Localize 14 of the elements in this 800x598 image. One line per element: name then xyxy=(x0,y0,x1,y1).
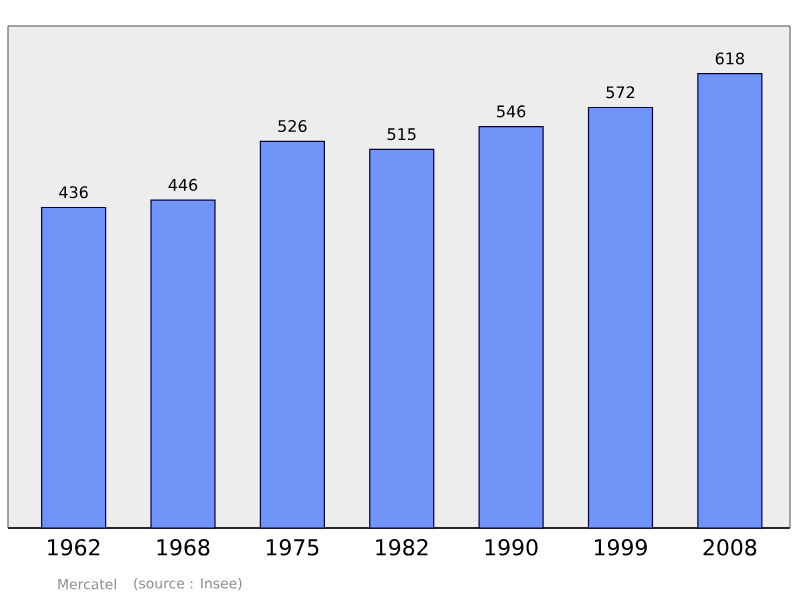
bar xyxy=(41,206,107,529)
x-tick-label: 1982 xyxy=(376,539,428,556)
bar xyxy=(150,199,216,529)
bar xyxy=(697,73,763,529)
bar xyxy=(369,148,435,529)
x-tick-label: 1990 xyxy=(485,539,538,556)
x-tick-label: 1975 xyxy=(266,539,319,556)
bar xyxy=(478,126,544,529)
x-tick-label: 1999 xyxy=(595,539,647,556)
x-tick-label: 2008 xyxy=(703,539,757,556)
x-tick-label: 1962 xyxy=(48,539,100,556)
bar xyxy=(259,140,325,529)
bar xyxy=(587,106,654,529)
x-tick-label: 1968 xyxy=(157,539,210,556)
